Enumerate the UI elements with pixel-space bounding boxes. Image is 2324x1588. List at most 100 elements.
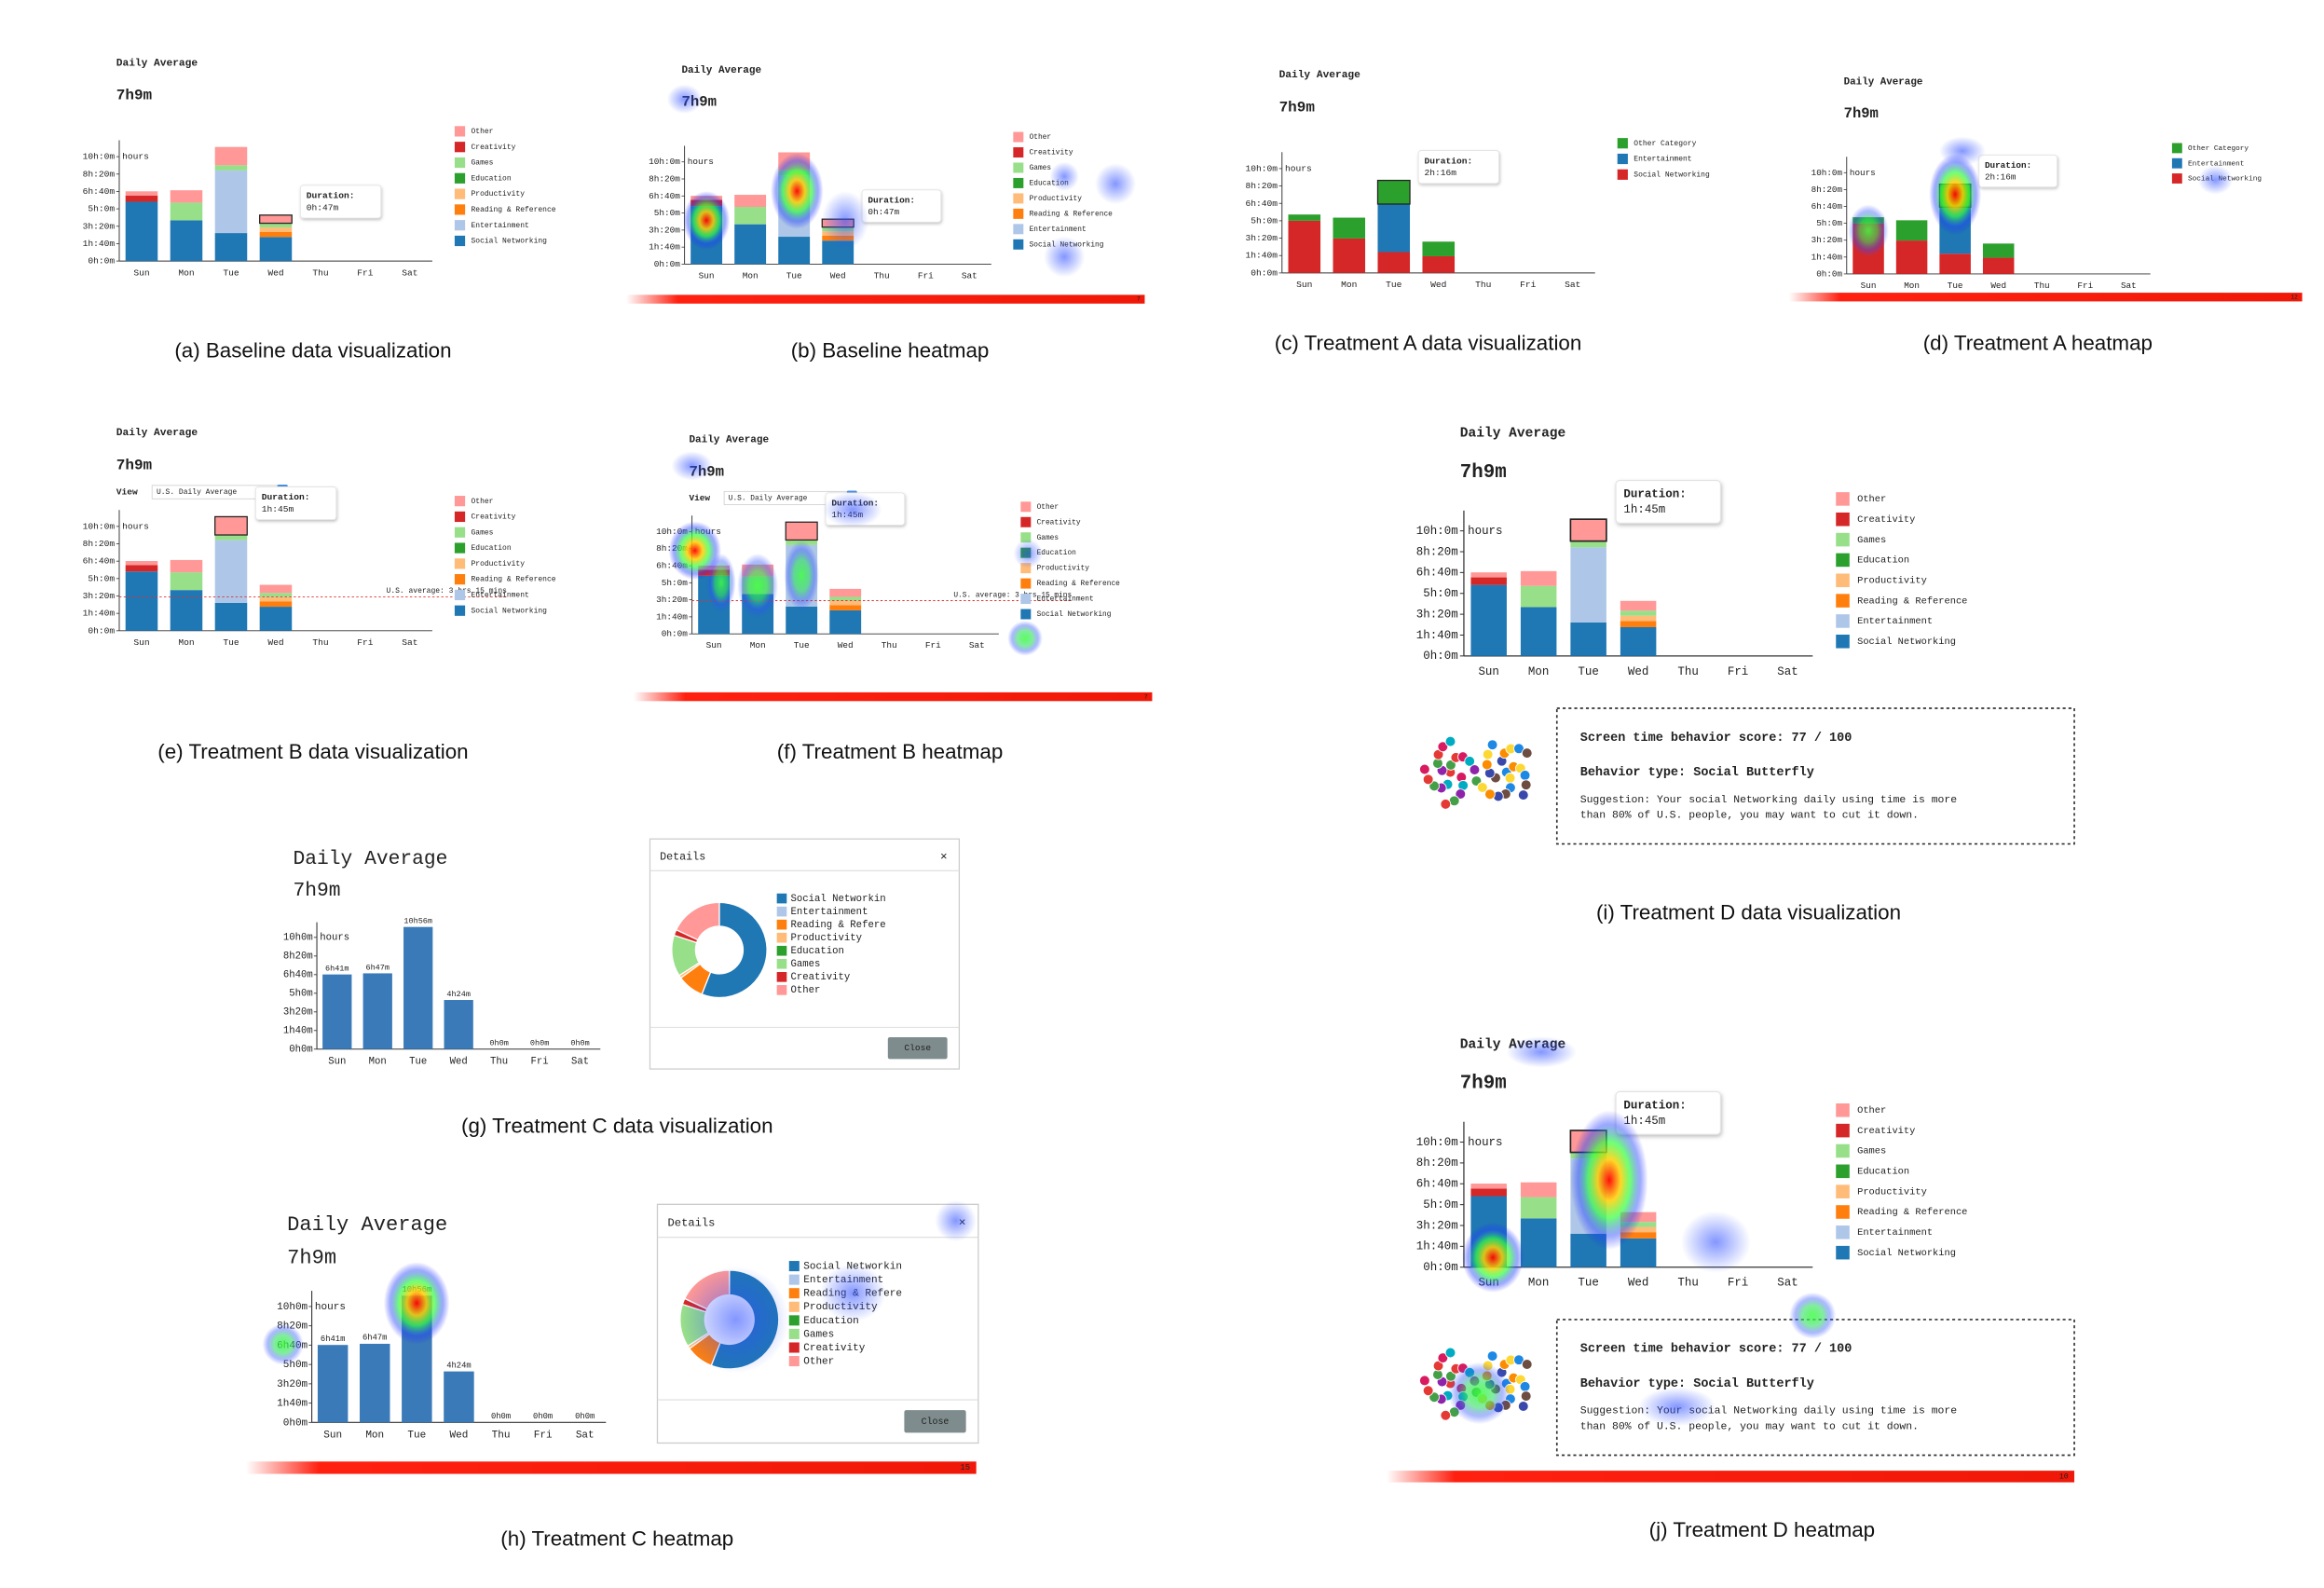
x-tick-label: Sat bbox=[402, 637, 417, 648]
x-tick-label: Wed bbox=[1430, 280, 1446, 290]
legend-swatch bbox=[776, 972, 787, 982]
suggestion-line: than 80% of U.S. people, you may want to… bbox=[1580, 809, 1919, 821]
legend-swatch bbox=[788, 1288, 800, 1299]
close-button-label: Close bbox=[904, 1043, 931, 1053]
highlight-box bbox=[214, 515, 248, 536]
y-axis-label: hours bbox=[315, 1302, 346, 1313]
legend-label: Social Networkin bbox=[791, 894, 886, 905]
legend-swatch bbox=[454, 157, 466, 169]
x-tick-label: Fri bbox=[357, 267, 373, 278]
gaze-blob bbox=[683, 191, 731, 250]
chart-title: Daily Average bbox=[294, 848, 448, 870]
legend-label: Productivity bbox=[472, 190, 526, 198]
legend-swatch bbox=[788, 1301, 800, 1312]
bar-segment bbox=[1377, 180, 1411, 204]
bar-segment bbox=[734, 195, 767, 207]
legend-label: Other bbox=[791, 985, 821, 996]
x-tick-label: Sun bbox=[328, 1056, 346, 1067]
legend-label: Social Networking bbox=[1857, 1248, 1956, 1259]
y-tick-label: 10h0m bbox=[277, 1302, 308, 1313]
y-tick-label: 1h40m bbox=[283, 1026, 313, 1037]
legend-swatch bbox=[1020, 516, 1032, 527]
slide-number: 7 bbox=[1144, 693, 1148, 700]
bar-segment bbox=[1520, 607, 1557, 656]
legend-label: Other bbox=[472, 128, 494, 136]
bar-segment bbox=[214, 516, 248, 536]
bar-segment bbox=[1570, 541, 1606, 548]
caption: (h) Treatment C heatmap bbox=[500, 1527, 733, 1551]
legend-label: Entertainment bbox=[472, 592, 529, 600]
caption: (j) Treatment D heatmap bbox=[1649, 1518, 1876, 1541]
legend-label: Productivity bbox=[1030, 195, 1083, 203]
bar-value-label: 4h24m bbox=[446, 990, 471, 999]
app-icon bbox=[1486, 1350, 1498, 1362]
app-icon bbox=[1419, 1375, 1430, 1387]
tooltip-text: 2h:16m bbox=[1425, 168, 1457, 178]
legend-swatch bbox=[1836, 573, 1850, 588]
legend-swatch bbox=[1836, 553, 1850, 568]
caption: (e) Treatment B data visualization bbox=[157, 740, 468, 763]
y-tick-label: 6h:40m bbox=[656, 561, 688, 571]
legend-swatch bbox=[454, 172, 466, 184]
highlight-box bbox=[785, 521, 818, 541]
bar-segment bbox=[1620, 615, 1657, 622]
close-button[interactable] bbox=[887, 1037, 948, 1060]
x-tick-label: Wed bbox=[450, 1056, 468, 1067]
bar-segment bbox=[125, 571, 158, 631]
bar-segment bbox=[1422, 255, 1456, 273]
tooltip-title: Duration: bbox=[1985, 160, 2031, 171]
legend-label: Creativity bbox=[803, 1343, 865, 1354]
close-button[interactable] bbox=[904, 1410, 966, 1433]
details-title: Details bbox=[660, 850, 705, 863]
gaze-blob bbox=[1448, 1362, 1511, 1425]
details-title: Details bbox=[668, 1216, 716, 1229]
legend-label: Creativity bbox=[472, 144, 516, 152]
bar bbox=[317, 1345, 349, 1423]
bar-segment bbox=[1620, 626, 1657, 656]
suggestion-line: Suggestion: Your social Networking daily… bbox=[1580, 794, 1958, 806]
app-icon bbox=[1504, 772, 1516, 784]
x-tick-label: Sat bbox=[1565, 280, 1580, 290]
gaze-blob bbox=[819, 1264, 886, 1322]
x-tick-label: Sun bbox=[133, 637, 149, 648]
legend-label: Entertainment bbox=[1030, 226, 1087, 234]
bar-segment bbox=[214, 540, 248, 603]
chart-title: Daily Average bbox=[116, 58, 198, 69]
x-tick-label: Sat bbox=[571, 1056, 589, 1067]
legend-swatch bbox=[1617, 138, 1628, 149]
bar-segment bbox=[170, 202, 203, 221]
legend-label: Productivity bbox=[1857, 1186, 1927, 1198]
app-icon bbox=[1422, 773, 1434, 786]
x-tick-label: Mon bbox=[743, 270, 759, 281]
gaze-blob bbox=[706, 553, 736, 612]
legend-label: Education bbox=[472, 174, 512, 183]
bar-segment bbox=[259, 601, 293, 608]
bar-segment bbox=[259, 237, 293, 262]
slide-number: 7 bbox=[1137, 296, 1141, 303]
y-tick-label: 6h:40m bbox=[1811, 201, 1843, 212]
bar-segment bbox=[1982, 257, 2015, 274]
legend-swatch bbox=[788, 1315, 800, 1326]
legend-swatch bbox=[788, 1261, 800, 1272]
x-tick-label: Sun bbox=[1296, 280, 1312, 290]
bar-segment bbox=[125, 561, 158, 566]
app-icon bbox=[1519, 770, 1531, 781]
y-tick-label: 1h:40m bbox=[1811, 252, 1843, 262]
bar-segment bbox=[1422, 241, 1456, 256]
legend-label: Social Networking bbox=[1857, 637, 1956, 648]
bar-segment bbox=[170, 590, 203, 631]
tooltip bbox=[299, 185, 382, 219]
legend-label: Education bbox=[1037, 549, 1077, 557]
y-axis-label: hours bbox=[1468, 1136, 1502, 1149]
x-tick-label: Sat bbox=[2121, 281, 2137, 291]
bar-segment bbox=[1470, 572, 1507, 578]
legend-label: Entertainment bbox=[1634, 156, 1691, 164]
legend-label: Productivity bbox=[1857, 576, 1927, 587]
legend-label: Games bbox=[1037, 534, 1059, 542]
legend-swatch bbox=[454, 220, 466, 231]
tooltip-title: Duration: bbox=[307, 191, 355, 201]
legend-swatch bbox=[454, 527, 466, 538]
y-tick-label: 5h:0m bbox=[1251, 215, 1278, 226]
caption: (a) Baseline data visualization bbox=[174, 339, 451, 363]
